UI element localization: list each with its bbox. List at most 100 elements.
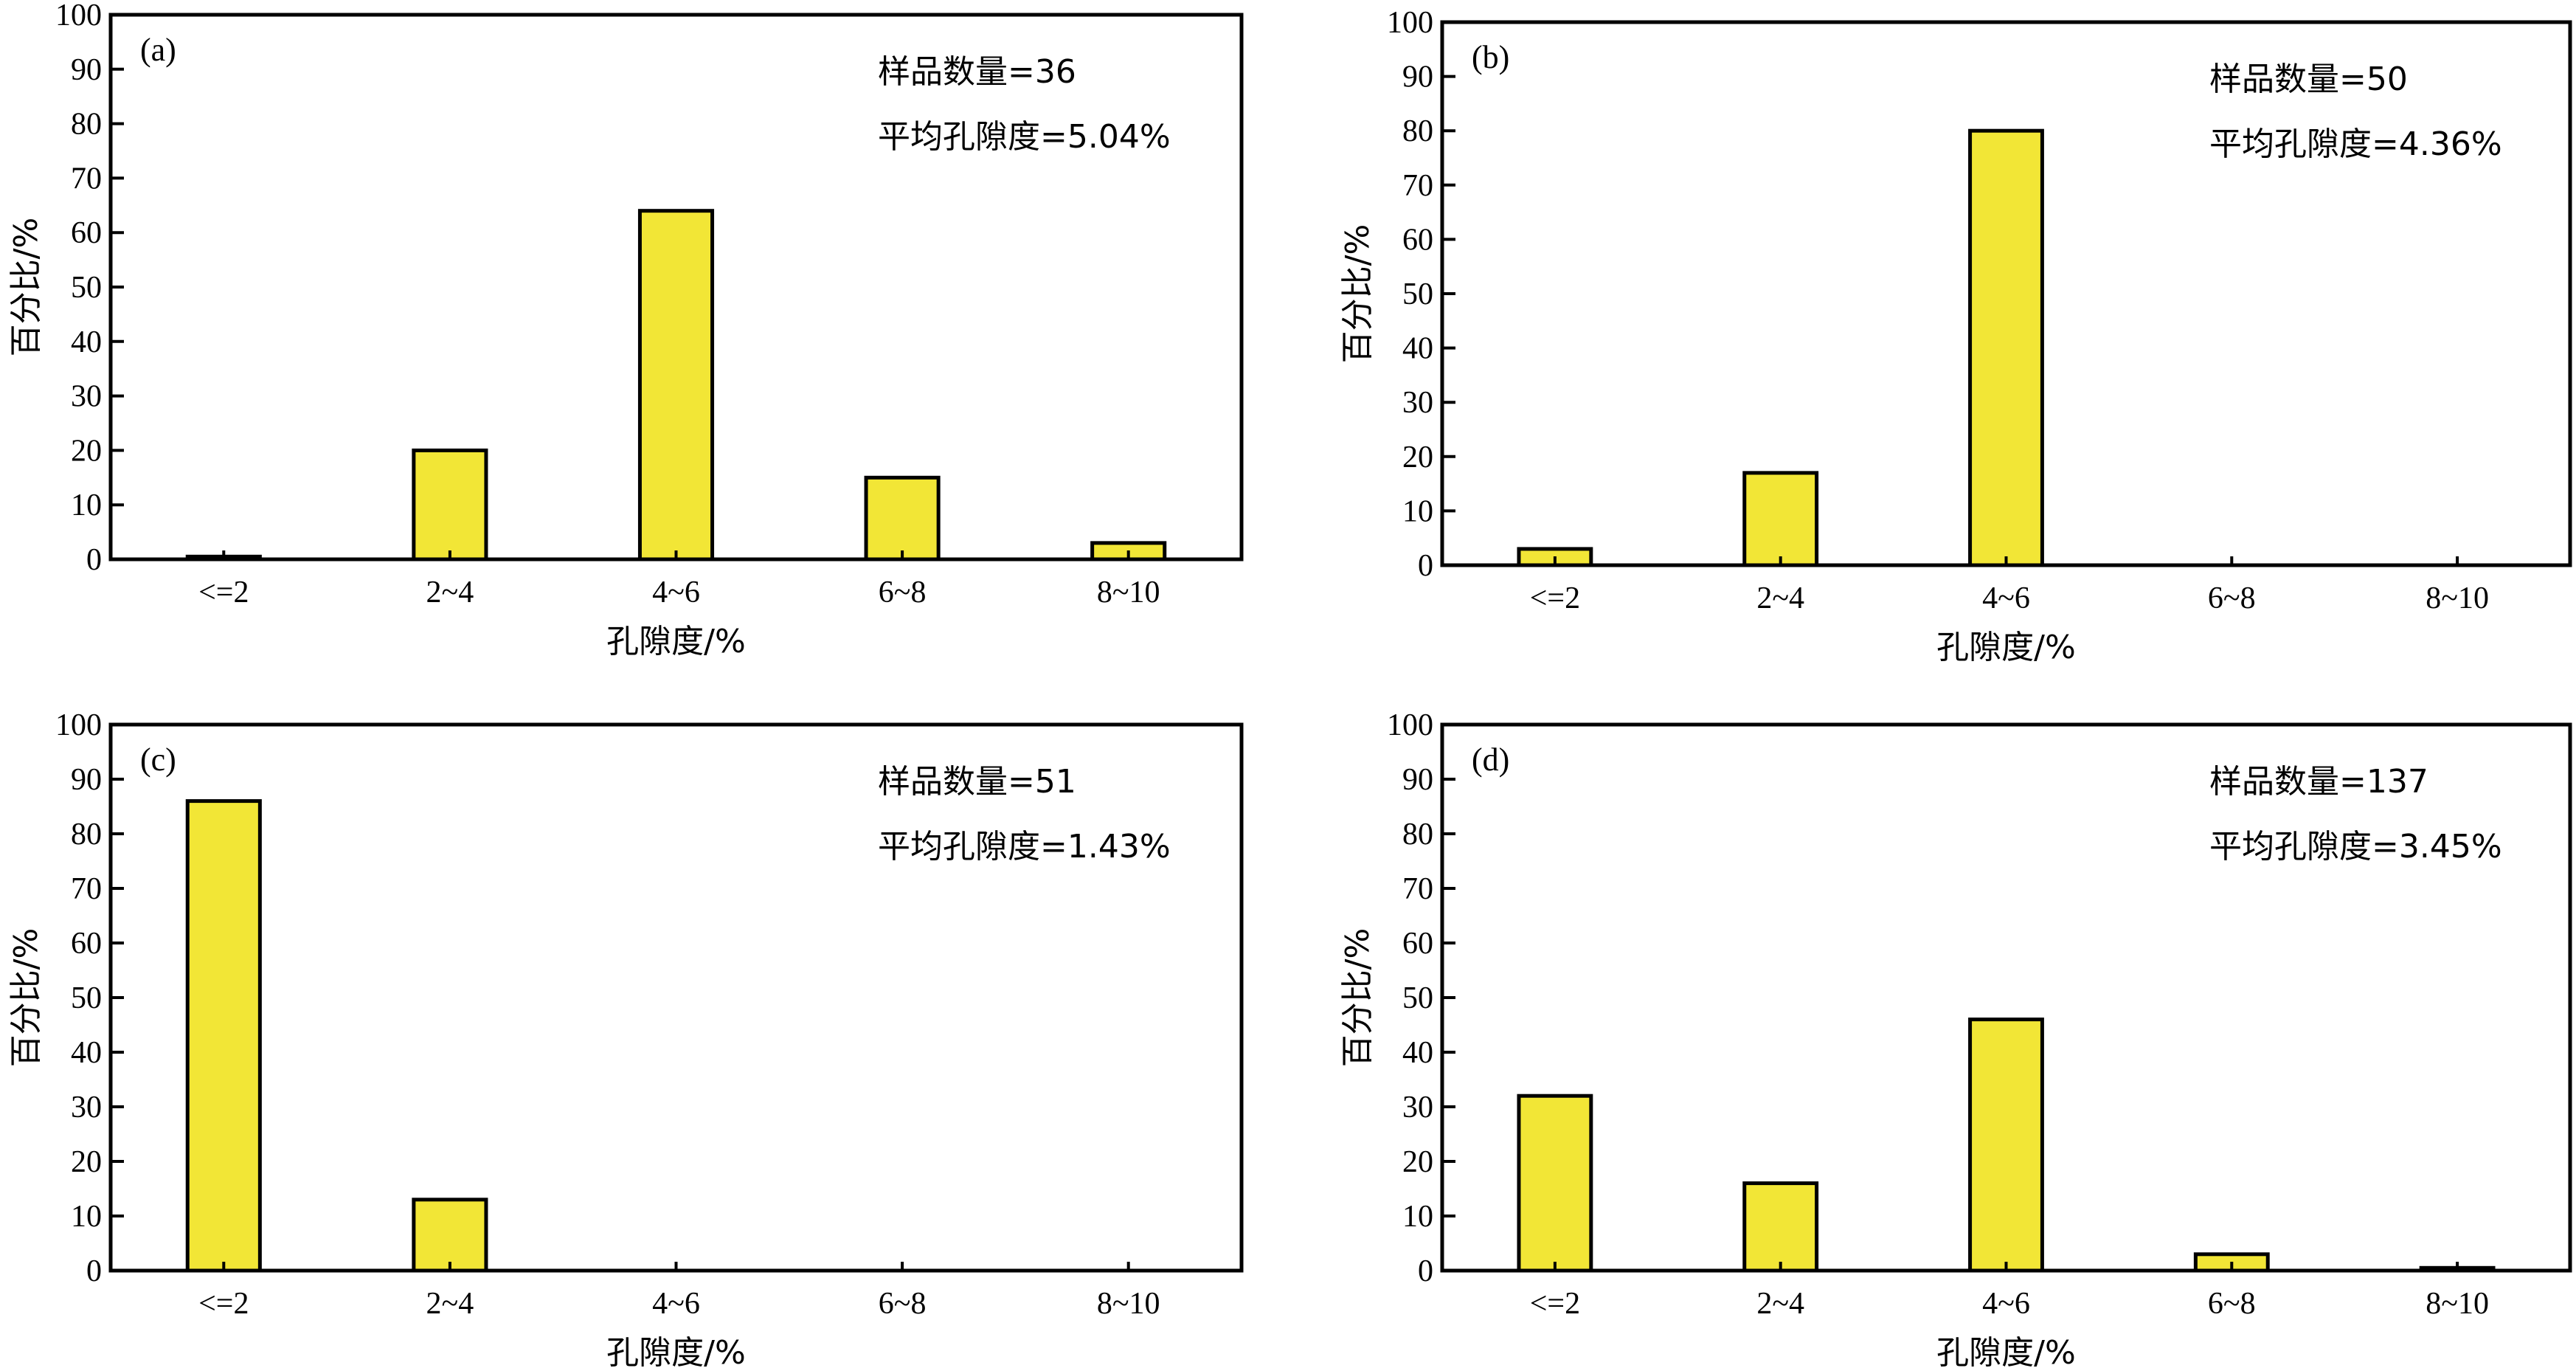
annotation-1: 样品数量=36 xyxy=(878,53,1076,91)
x-tick-label: 2~4 xyxy=(1756,581,1804,615)
plot-frame xyxy=(108,722,1244,1273)
y-tick-label: 10 xyxy=(71,488,102,522)
y-tick-label: 50 xyxy=(1402,981,1433,1015)
y-tick-label: 60 xyxy=(1402,927,1433,961)
panel-0: 0 10 20 30 40 50 60 70 80 90 100 <=2 2~4 4~6 6~8 8~10 孔隙… xyxy=(7,0,1244,660)
y-tick-label: 90 xyxy=(71,763,102,797)
x-tick-label: 2~4 xyxy=(1756,1287,1804,1321)
annotation-1: 样品数量=50 xyxy=(2209,61,2408,98)
y-tick-label: 40 xyxy=(71,325,102,359)
y-tick-label: 30 xyxy=(71,380,102,414)
annotation-2: 平均孔隙度=1.43% xyxy=(878,828,1171,866)
y-tick-label: 40 xyxy=(1402,1036,1433,1070)
y-tick-label: 90 xyxy=(1402,763,1433,797)
y-tick-label: 100 xyxy=(1387,708,1433,742)
y-tick-label: 0 xyxy=(1418,1254,1433,1288)
x-tick-label: 8~10 xyxy=(1097,1287,1160,1321)
annotation-2: 平均孔隙度=4.36% xyxy=(2209,125,2502,163)
y-tick-label: 20 xyxy=(1402,441,1433,474)
bar-3 xyxy=(1968,1018,2044,1273)
bar-3 xyxy=(637,209,715,562)
x-axis-label: 孔隙度/% xyxy=(1936,629,2076,666)
panel-3: 0 10 20 30 40 50 60 70 80 90 100 <=2 2~4 4~6 6~8 8~10 孔隙… xyxy=(1339,708,2572,1368)
y-tick-label: 60 xyxy=(1402,223,1433,257)
x-axis-label: 孔隙度/% xyxy=(606,623,746,660)
y-tick-label: 70 xyxy=(71,162,102,196)
bar-3 xyxy=(1968,128,2044,567)
panel-2: 0 10 20 30 40 50 60 70 80 90 100 <=2 2~4 4~6 6~8 8~10 孔隙… xyxy=(7,708,1244,1368)
y-axis-label: 百分比/% xyxy=(1339,928,1377,1068)
x-tick-label: 8~10 xyxy=(2426,1287,2489,1321)
y-tick-label: 40 xyxy=(1402,332,1433,366)
x-tick-label: 4~6 xyxy=(652,1287,700,1321)
annotation-2: 平均孔隙度=5.04% xyxy=(878,118,1171,156)
y-tick-label: 0 xyxy=(86,543,102,577)
x-tick-label: 4~6 xyxy=(1982,1287,2030,1321)
y-axis-label: 百分比/% xyxy=(1339,224,1377,364)
y-tick-label: 70 xyxy=(1402,872,1433,906)
y-axis-label: 百分比/% xyxy=(7,928,45,1068)
x-tick-label: 4~6 xyxy=(1982,581,2030,615)
x-tick-label: 4~6 xyxy=(652,576,700,609)
y-tick-label: 100 xyxy=(55,708,102,742)
x-tick-label: 2~4 xyxy=(426,576,474,609)
x-tick-label: <=2 xyxy=(198,576,249,609)
y-tick-label: 100 xyxy=(55,0,102,32)
annotation-2: 平均孔隙度=3.45% xyxy=(2209,828,2502,866)
x-tick-label: 6~8 xyxy=(2208,1287,2256,1321)
y-tick-label: 10 xyxy=(1402,1200,1433,1234)
y-tick-label: 10 xyxy=(1402,494,1433,528)
x-axis-label: 孔隙度/% xyxy=(1936,1334,2076,1368)
y-tick-label: 80 xyxy=(1402,114,1433,148)
y-tick-label: 50 xyxy=(71,981,102,1015)
y-tick-label: 20 xyxy=(71,434,102,468)
x-tick-label: 8~10 xyxy=(2426,581,2489,615)
y-tick-label: 40 xyxy=(71,1036,102,1070)
y-tick-label: 80 xyxy=(71,108,102,142)
bar-2 xyxy=(412,448,488,562)
y-tick-label: 30 xyxy=(1402,1091,1433,1125)
y-tick-label: 30 xyxy=(1402,386,1433,420)
x-tick-label: 8~10 xyxy=(1097,576,1160,609)
y-tick-label: 70 xyxy=(71,872,102,906)
y-tick-label: 50 xyxy=(1402,277,1433,311)
bar-2 xyxy=(412,1198,488,1273)
x-tick-label: 6~8 xyxy=(879,576,927,609)
x-tick-label: <=2 xyxy=(198,1287,249,1321)
y-tick-label: 50 xyxy=(71,271,102,305)
x-tick-label: <=2 xyxy=(1530,1287,1580,1321)
y-tick-label: 90 xyxy=(1402,61,1433,94)
panel-tag: (d) xyxy=(1472,742,1509,778)
y-tick-label: 60 xyxy=(71,216,102,250)
bar-4 xyxy=(864,475,941,562)
x-tick-label: 6~8 xyxy=(879,1287,927,1321)
y-axis-label: 百分比/% xyxy=(7,218,45,357)
y-tick-label: 60 xyxy=(71,927,102,961)
bar-2 xyxy=(1742,471,1819,567)
y-tick-label: 20 xyxy=(1402,1145,1433,1179)
y-tick-label: 20 xyxy=(71,1145,102,1179)
panel-tag: (c) xyxy=(140,742,176,778)
bar-2 xyxy=(1742,1181,1819,1273)
x-tick-label: 2~4 xyxy=(426,1287,474,1321)
annotation-1: 样品数量=51 xyxy=(878,763,1076,801)
y-tick-label: 0 xyxy=(86,1254,102,1288)
panel-tag: (b) xyxy=(1472,39,1509,75)
y-tick-label: 30 xyxy=(71,1091,102,1125)
panel-1: 0 10 20 30 40 50 60 70 80 90 100 <=2 2~4 4~6 6~8 8~10 孔隙… xyxy=(1339,6,2572,666)
y-tick-label: 70 xyxy=(1402,169,1433,203)
y-tick-label: 80 xyxy=(71,818,102,851)
x-tick-label: 6~8 xyxy=(2208,581,2256,615)
x-tick-label: <=2 xyxy=(1530,581,1580,615)
bar-1 xyxy=(1517,1094,1593,1273)
y-tick-label: 0 xyxy=(1418,549,1433,583)
bar-1 xyxy=(185,799,262,1273)
x-axis-label: 孔隙度/% xyxy=(606,1334,746,1368)
annotation-1: 样品数量=137 xyxy=(2209,763,2428,801)
y-tick-label: 80 xyxy=(1402,818,1433,851)
y-tick-label: 90 xyxy=(71,53,102,87)
panel-tag: (a) xyxy=(140,32,176,68)
y-tick-label: 10 xyxy=(71,1200,102,1234)
y-tick-label: 100 xyxy=(1387,6,1433,40)
